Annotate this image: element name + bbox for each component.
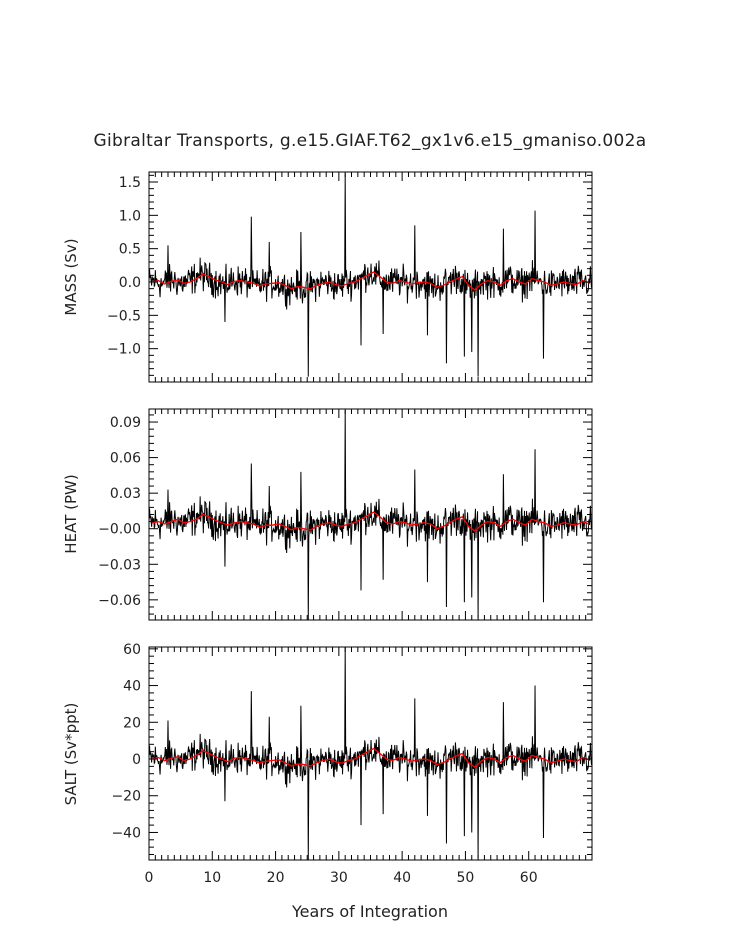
salt-y-tick-label: 0 (132, 752, 141, 768)
heat-axes: −0.06 −0.03 −0.00 0.03 0.06 0.09 (98, 408, 593, 621)
x-tick-label: 20 (267, 870, 285, 886)
salt-y-tick-label: −20 (111, 789, 141, 805)
heat-monthly-series (148, 410, 592, 621)
mass-y-tick-label: 1.0 (119, 208, 141, 224)
salt-panel: −40 −20 0 20 40 60 0 10 20 30 40 50 60 SALT (Sv*ppt) (62, 642, 593, 886)
heat-y-tick-label: 0.09 (110, 415, 141, 431)
salt-y-tick-label: 60 (123, 642, 141, 658)
heat-annual-mean-line (152, 511, 590, 532)
mass-y-tick-label: 0.5 (119, 242, 141, 258)
heat-y-tick-label: −0.06 (98, 593, 141, 609)
salt-annual-mean-line (152, 747, 590, 769)
mass-monthly-series (148, 173, 592, 377)
heat-y-tick-label: −0.03 (98, 557, 141, 573)
salt-y-axis-label: SALT (Sv*ppt) (62, 703, 80, 806)
mass-y-tick-label: 0.0 (119, 275, 141, 291)
heat-monthly-line (148, 410, 592, 621)
mass-panel: −1.0 −0.5 0.0 0.5 1.0 1.5 MASS (Sv) (62, 171, 593, 383)
salt-monthly-line (148, 646, 592, 861)
x-axis-label: Years of Integration (291, 902, 448, 921)
heat-y-tick-label: 0.06 (110, 451, 141, 467)
salt-monthly-series (148, 646, 592, 861)
heat-y-tick-label: −0.00 (98, 522, 141, 538)
mass-y-tick-label: −0.5 (107, 308, 141, 324)
x-tick-label: 40 (393, 870, 411, 886)
mass-axes: −1.0 −0.5 0.0 0.5 1.0 1.5 (107, 171, 593, 383)
mass-monthly-line (148, 173, 592, 377)
x-tick-label: 10 (203, 870, 221, 886)
heat-annual-series (152, 511, 590, 532)
mass-y-tick-label: 1.5 (119, 175, 141, 191)
x-tick-label: 0 (145, 870, 154, 886)
mass-y-axis-label: MASS (Sv) (62, 238, 80, 315)
mass-y-tick-label: −1.0 (107, 342, 141, 358)
heat-y-axis-label: HEAT (PW) (62, 474, 80, 553)
salt-axes: −40 −20 0 20 40 60 0 10 20 30 40 50 60 (111, 642, 593, 886)
salt-y-tick-label: 20 (123, 715, 141, 731)
heat-panel: −0.06 −0.03 −0.00 0.03 0.06 0.09 HEAT (PW) (62, 408, 593, 621)
x-tick-label: 30 (330, 870, 348, 886)
salt-annual-series (152, 747, 590, 769)
x-tick-label: 50 (457, 870, 475, 886)
mass-annual-mean-line (152, 271, 590, 291)
figure-title: Gibraltar Transports, g.e15.GIAF.T62_gx1… (94, 131, 647, 151)
salt-y-tick-label: −40 (111, 825, 141, 841)
mass-annual-series (152, 271, 590, 291)
x-tick-label: 60 (520, 870, 538, 886)
salt-y-tick-label: 40 (123, 679, 141, 695)
heat-y-tick-label: 0.03 (110, 486, 141, 502)
